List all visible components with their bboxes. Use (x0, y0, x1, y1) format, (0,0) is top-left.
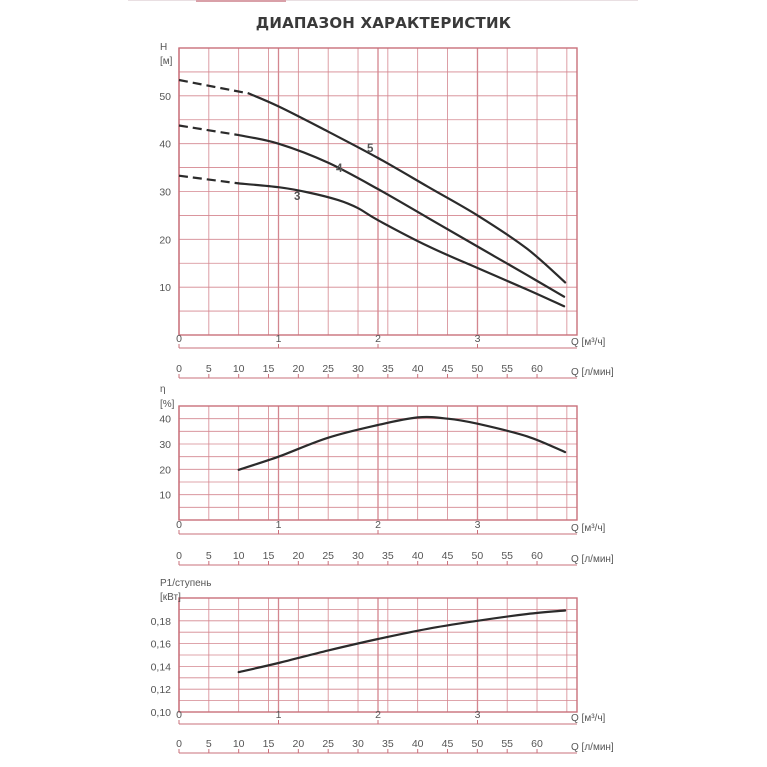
x-tick-label-lmin: 20 (292, 738, 304, 750)
x-tick-label-lmin: 0 (176, 363, 182, 375)
y-axis-label: P1/ступень (160, 578, 211, 589)
x-tick-label-lmin: 10 (233, 550, 245, 562)
x-tick-label-lmin: 60 (531, 738, 543, 750)
y-axis-label: H (160, 42, 167, 53)
y-tick-label: 0,16 (151, 639, 172, 651)
x-tick-label-m3h: 2 (375, 519, 381, 531)
x-tick-label-lmin: 5 (206, 363, 212, 375)
x-axis-label-m3h: Q [м³/ч] (571, 337, 606, 348)
x-tick-label-lmin: 30 (352, 550, 364, 562)
curve-label-4: 4 (336, 163, 343, 175)
curve-dashed-5 (178, 78, 249, 95)
curve-series-0 (237, 415, 567, 471)
x-tick-label-lmin: 15 (263, 363, 275, 375)
y-tick-label: 20 (159, 464, 171, 476)
plot-frame (178, 597, 578, 713)
x-tick-label-m3h: 3 (475, 519, 481, 531)
x-axis-label-m3h: Q [м³/ч] (571, 713, 606, 724)
y-tick-label: 50 (159, 91, 171, 103)
curve-4 (237, 134, 566, 298)
x-tick-label-m3h: 0 (176, 519, 182, 531)
y-axis-unit: [м] (160, 56, 173, 67)
curve-label-3: 3 (294, 191, 300, 203)
y-tick-label: 40 (159, 414, 171, 426)
y-tick-label: 40 (159, 139, 171, 151)
y-tick-label: 30 (159, 187, 171, 199)
chart-panel-2: 10 20 30 40 η [%] 0 1 2 3 Q [м³/ч] 0 5 10 15 20 25 30 35 40… (159, 384, 614, 566)
x-axis-label-lmin: Q [л/мин] (571, 554, 614, 565)
x-tick-label-lmin: 5 (206, 738, 212, 750)
y-tick-label: 0,12 (151, 684, 172, 696)
x-tick-label-lmin: 60 (531, 363, 543, 375)
x-tick-label-lmin: 50 (472, 363, 484, 375)
x-tick-label-lmin: 55 (501, 738, 513, 750)
x-tick-label-lmin: 50 (472, 550, 484, 562)
x-tick-label-m3h: 3 (475, 709, 481, 721)
chart-panel-3: 0,10 0,12 0,14 0,16 0,18 P1/ступень [кВт] 0 1 2 3 Q… (151, 578, 614, 754)
x-axis-label-lmin: Q [л/мин] (571, 742, 614, 753)
x-tick-label-lmin: 30 (352, 738, 364, 750)
x-tick-label-m3h: 1 (276, 333, 282, 345)
x-tick-label-lmin: 10 (233, 363, 245, 375)
x-tick-label-m3h: 0 (176, 709, 182, 721)
x-axis-label-m3h: Q [м³/ч] (571, 523, 606, 534)
x-tick-label-m3h: 1 (276, 709, 282, 721)
curve-series-0 (237, 609, 567, 674)
x-tick-label-lmin: 25 (322, 738, 334, 750)
x-tick-label-lmin: 55 (501, 550, 513, 562)
y-axis-unit: [кВт] (160, 592, 181, 603)
x-tick-label-lmin: 45 (442, 738, 454, 750)
x-tick-label-lmin: 20 (292, 363, 304, 375)
x-tick-label-lmin: 30 (352, 363, 364, 375)
x-tick-label-m3h: 2 (375, 709, 381, 721)
x-tick-label-lmin: 35 (382, 550, 394, 562)
x-tick-label-lmin: 15 (263, 738, 275, 750)
curve-label-5: 5 (367, 143, 374, 155)
x-tick-label-lmin: 45 (442, 550, 454, 562)
x-tick-label-lmin: 55 (501, 363, 513, 375)
page-title: ДИАПАЗОН ХАРАКТЕРИСТИК (255, 14, 512, 32)
y-tick-label: 0,10 (151, 707, 172, 719)
x-tick-label-m3h: 0 (176, 333, 182, 345)
y-axis-unit: [%] (160, 399, 175, 410)
y-tick-label: 0,14 (151, 661, 172, 673)
curve-dashed-3 (178, 174, 239, 185)
top-accent-bar (196, 0, 286, 2)
x-tick-label-lmin: 35 (382, 738, 394, 750)
y-axis-label: η (160, 384, 166, 395)
y-tick-label: 10 (159, 490, 171, 502)
plot-frame (178, 47, 578, 336)
x-tick-label-lmin: 5 (206, 550, 212, 562)
plot-frame (178, 405, 578, 521)
x-tick-label-lmin: 25 (322, 550, 334, 562)
x-tick-label-lmin: 0 (176, 550, 182, 562)
x-tick-label-lmin: 40 (412, 738, 424, 750)
x-tick-label-lmin: 40 (412, 363, 424, 375)
curve-3 (237, 182, 566, 308)
x-tick-label-m3h: 3 (475, 333, 481, 345)
x-tick-label-m3h: 1 (276, 519, 282, 531)
y-tick-label: 20 (159, 234, 171, 246)
x-tick-label-m3h: 2 (375, 333, 381, 345)
x-tick-label-lmin: 20 (292, 550, 304, 562)
y-tick-label: 10 (159, 282, 171, 294)
x-tick-label-lmin: 10 (233, 738, 245, 750)
top-divider (128, 0, 638, 1)
x-tick-label-lmin: 50 (472, 738, 484, 750)
x-tick-label-lmin: 45 (442, 363, 454, 375)
curve-dashed-4 (178, 124, 239, 137)
x-tick-label-lmin: 25 (322, 363, 334, 375)
y-tick-label: 0,18 (151, 616, 172, 628)
x-tick-label-lmin: 0 (176, 738, 182, 750)
x-tick-label-lmin: 60 (531, 550, 543, 562)
x-tick-label-lmin: 35 (382, 363, 394, 375)
y-tick-label: 30 (159, 439, 171, 451)
x-tick-label-lmin: 15 (263, 550, 275, 562)
curve-5 (247, 92, 567, 284)
x-axis-label-lmin: Q [л/мин] (571, 367, 614, 378)
x-tick-label-lmin: 40 (412, 550, 424, 562)
